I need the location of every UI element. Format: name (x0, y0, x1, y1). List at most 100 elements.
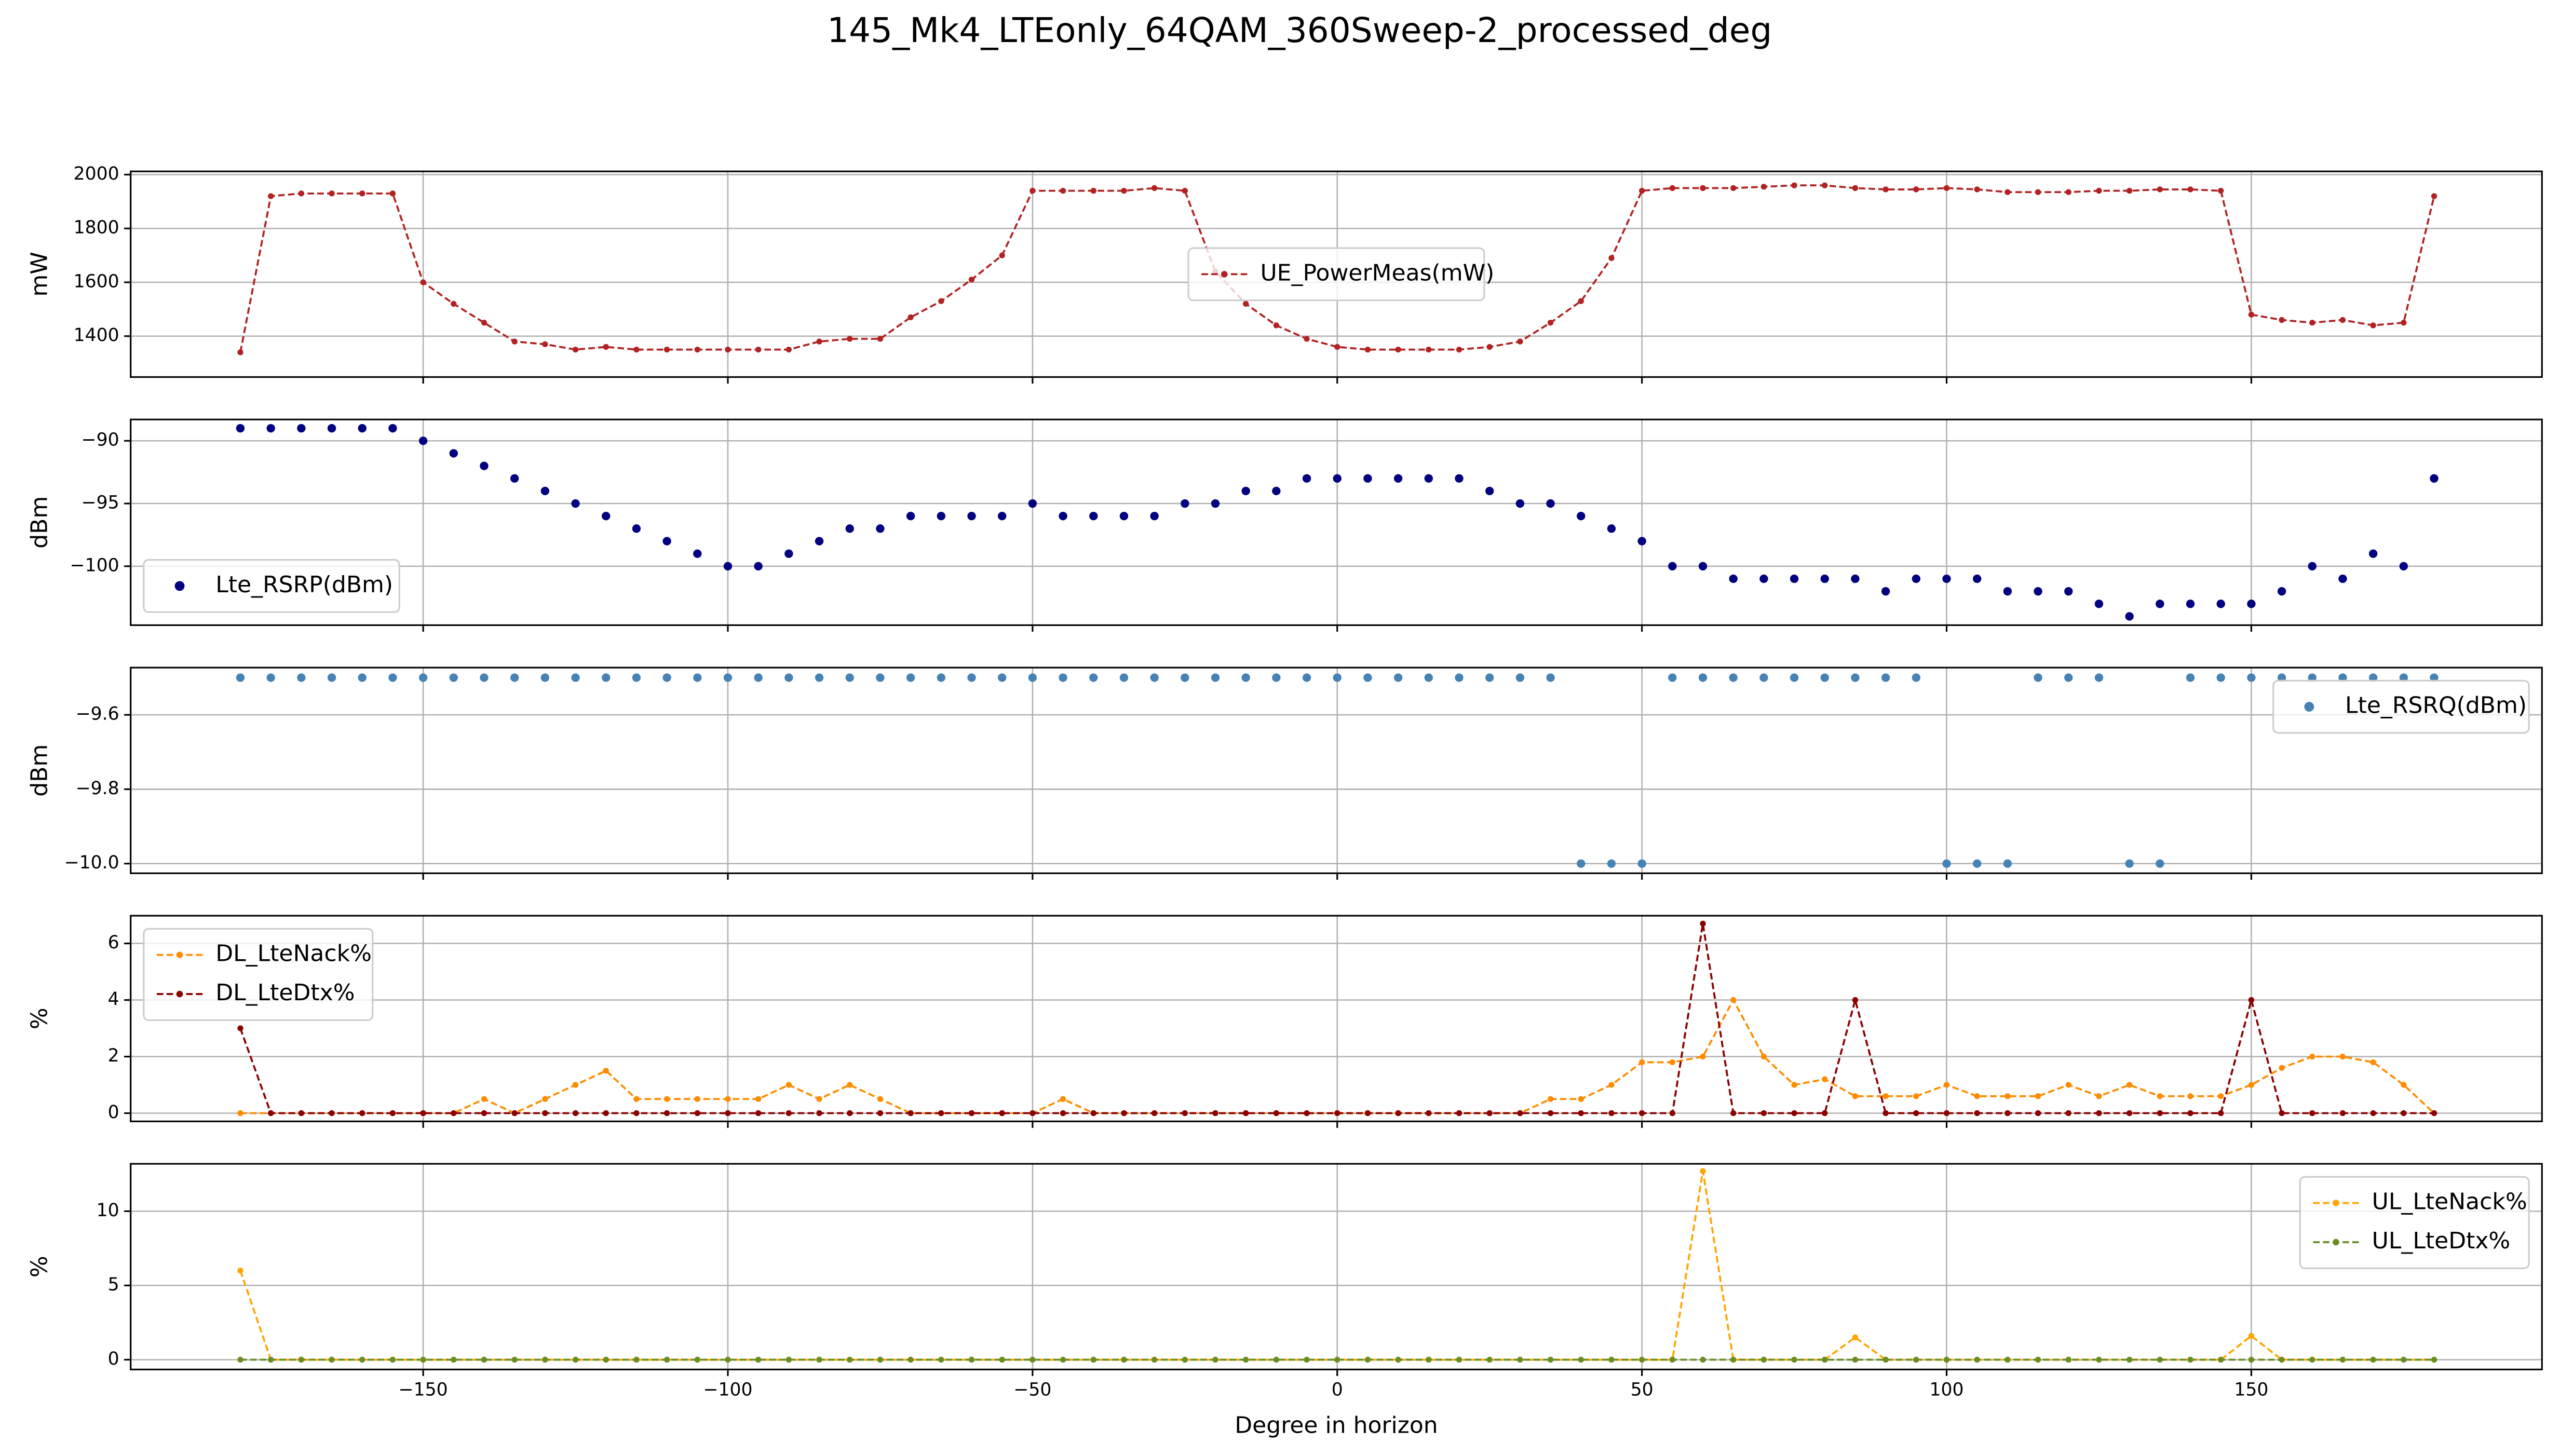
point (1182, 1110, 1188, 1117)
point (2339, 1356, 2346, 1363)
point (1273, 1110, 1280, 1117)
plot-frame (130, 666, 2543, 874)
point (1060, 1356, 1066, 1363)
point (2125, 612, 2134, 621)
point (632, 524, 641, 533)
point (572, 1082, 579, 1088)
point (1608, 1082, 1615, 1088)
point (1881, 673, 1890, 682)
point (2216, 600, 2225, 608)
point (359, 1110, 365, 1117)
point (1304, 1110, 1310, 1117)
legend-swatch (176, 951, 183, 958)
point (1852, 1093, 1859, 1099)
point (266, 424, 275, 433)
point (999, 1110, 1005, 1117)
point (1822, 182, 1828, 188)
point (2035, 189, 2041, 195)
y-tick-label: 5 (108, 1274, 119, 1295)
point (2279, 317, 2285, 323)
point (1456, 1356, 1462, 1363)
point (1638, 1110, 1645, 1117)
point (1578, 298, 1584, 304)
point (907, 1110, 914, 1117)
point (1121, 187, 1127, 194)
point (815, 537, 824, 546)
point (1851, 673, 1860, 682)
point (1608, 1110, 1615, 1117)
point (1060, 187, 1066, 194)
point (542, 1096, 548, 1102)
point (267, 193, 274, 199)
point (1638, 187, 1645, 194)
point (1119, 512, 1129, 521)
y-tick-label: −9.8 (76, 778, 119, 799)
point (572, 346, 579, 353)
point (1882, 1110, 1889, 1117)
point (2431, 1356, 2437, 1363)
point (2187, 186, 2193, 193)
point (1060, 1096, 1066, 1102)
point (1456, 346, 1462, 353)
point (2338, 673, 2347, 682)
point (2279, 1110, 2285, 1117)
point (480, 673, 489, 682)
point (2094, 600, 2104, 608)
point (1852, 185, 1859, 191)
point (2096, 187, 2102, 194)
point (237, 349, 243, 356)
point (1942, 859, 1951, 868)
point (603, 1356, 609, 1363)
y-tick-label: −90 (82, 430, 119, 451)
point (2035, 1093, 2041, 1099)
point (1730, 1356, 1737, 1363)
point (1243, 1110, 1249, 1117)
point (1913, 1110, 1919, 1117)
point (1424, 673, 1433, 682)
point (754, 562, 763, 571)
point (1852, 1356, 1859, 1363)
point (1700, 185, 1706, 191)
x-tick-label: 50 (1631, 1380, 1654, 1400)
point (633, 1096, 640, 1102)
point (816, 1356, 822, 1363)
point (2248, 1356, 2255, 1363)
point (2248, 311, 2255, 318)
point (420, 1356, 426, 1363)
legend-label: Lte_RSRP(dBm) (215, 571, 393, 598)
point (1974, 1356, 1980, 1363)
point (1668, 673, 1677, 682)
point (1304, 336, 1310, 342)
point (1060, 1110, 1066, 1117)
point (1700, 1168, 1706, 1174)
point (785, 1356, 792, 1363)
point (451, 1356, 457, 1363)
point (1851, 574, 1860, 583)
point (1943, 1110, 1950, 1117)
legend-swatch (176, 990, 183, 998)
point (2096, 1356, 2102, 1363)
point (2064, 673, 2073, 682)
point (1486, 344, 1493, 350)
point (542, 1356, 548, 1363)
point (998, 673, 1007, 682)
point (1393, 474, 1403, 483)
point (1882, 1093, 1889, 1099)
point (1363, 474, 1372, 483)
point (2035, 1110, 2041, 1117)
point (1669, 1110, 1675, 1117)
y-tick-label: 1800 (74, 217, 119, 238)
point (1698, 562, 1708, 571)
point (511, 1110, 518, 1117)
point (1607, 524, 1616, 533)
point (1151, 1356, 1158, 1363)
point (998, 512, 1007, 521)
point (845, 673, 854, 682)
point (785, 346, 792, 353)
point (1517, 1110, 1523, 1117)
point (2370, 1059, 2376, 1066)
point (237, 1268, 243, 1274)
point (418, 673, 428, 682)
point (510, 474, 519, 483)
point (2094, 673, 2104, 682)
